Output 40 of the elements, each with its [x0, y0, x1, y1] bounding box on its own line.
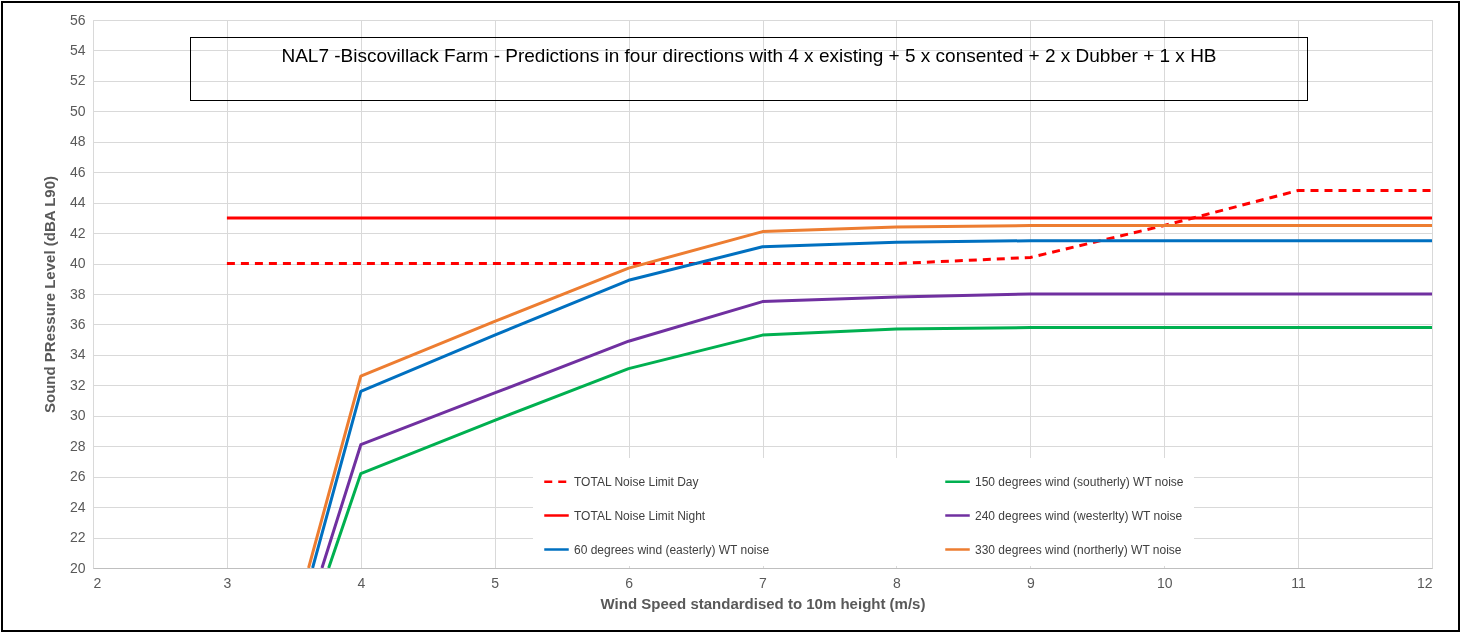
legend-label: TOTAL Noise Limit Night	[574, 508, 706, 523]
y-tick-label: 36	[69, 315, 86, 332]
x-tick-label: 8	[893, 574, 901, 591]
line-series	[225, 188, 1432, 266]
x-axis-title: Wind Speed standardised to 10m height (m/s)	[600, 594, 926, 612]
y-tick-label: 46	[69, 163, 86, 180]
y-tick-label: 44	[69, 194, 86, 211]
y-tick-label: 32	[69, 376, 86, 393]
x-tick-label: 4	[357, 574, 366, 591]
x-tick-label: 10	[1156, 574, 1173, 591]
y-tick-label: 22	[69, 529, 86, 546]
y-tick-label: 38	[69, 285, 86, 302]
x-tick-label: 7	[759, 574, 768, 591]
legend-label: 240 degrees wind (westerlty) WT noise	[975, 508, 1183, 523]
y-tick-label: 52	[69, 72, 86, 89]
legend-label: 60 degrees wind (easterly) WT noise	[574, 542, 770, 557]
x-tick-label: 11	[1291, 574, 1307, 591]
y-tick-label: 54	[69, 41, 86, 58]
y-tick-label: 30	[69, 407, 86, 424]
legend-label: 330 degrees wind (northerly) WT noise	[975, 542, 1182, 557]
y-tick-label: 48	[69, 133, 86, 150]
y-tick-label: 56	[69, 11, 86, 28]
x-tick-label: 12	[1416, 574, 1433, 591]
x-tick-label: 9	[1026, 574, 1035, 591]
y-tick-label: 28	[69, 437, 86, 454]
y-tick-label: 20	[69, 559, 86, 576]
x-tick-label: 2	[93, 574, 102, 591]
legend-label: TOTAL Noise Limit Day	[574, 474, 699, 489]
y-tick-label: 50	[69, 102, 86, 119]
y-tick-label: 42	[69, 224, 86, 241]
y-tick-label: 24	[69, 498, 86, 515]
x-tick-label: 6	[625, 574, 634, 591]
x-tick-label: 3	[223, 574, 232, 591]
y-tick-label: 34	[69, 346, 86, 363]
y-axis-title: Sound PRessure Level (dBA L90)	[40, 176, 58, 413]
y-tick-label: 40	[69, 255, 86, 272]
legend-label: 150 degrees wind (southerly) WT noise	[975, 474, 1184, 489]
y-tick-label: 26	[69, 468, 86, 485]
x-tick-label: 5	[491, 574, 500, 591]
text: NAL7 -Biscovillack Farm - Predictions in four directions with 4 x existing + 5 x consented + 2 x Dubber + 1 x HB	[190, 37, 1308, 101]
